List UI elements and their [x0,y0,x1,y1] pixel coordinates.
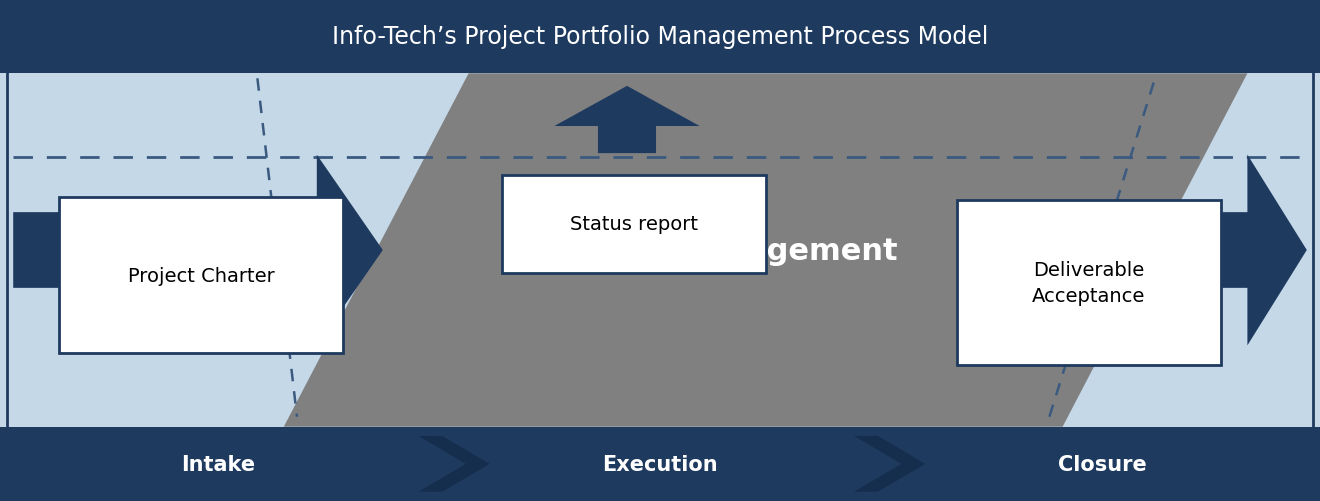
Text: Intake: Intake [181,454,255,474]
Text: Deliverable
Acceptance: Deliverable Acceptance [1032,261,1146,306]
Bar [59,198,343,353]
Polygon shape [1148,155,1307,346]
Bar [957,200,1221,366]
Text: Execution: Execution [602,454,718,474]
Polygon shape [13,155,383,346]
Polygon shape [554,87,700,154]
Text: Project Management: Project Management [541,236,898,265]
Polygon shape [854,436,925,492]
Bar [502,175,766,273]
Text: Info-Tech’s Project Portfolio Management Process Model: Info-Tech’s Project Portfolio Management… [331,25,989,49]
Polygon shape [418,436,490,492]
Bar [0,427,1320,501]
Text: Project Charter: Project Charter [128,266,275,285]
Bar [0,0,1320,74]
Polygon shape [284,74,1247,427]
Text: Closure: Closure [1057,454,1147,474]
Text: Status report: Status report [570,215,697,233]
